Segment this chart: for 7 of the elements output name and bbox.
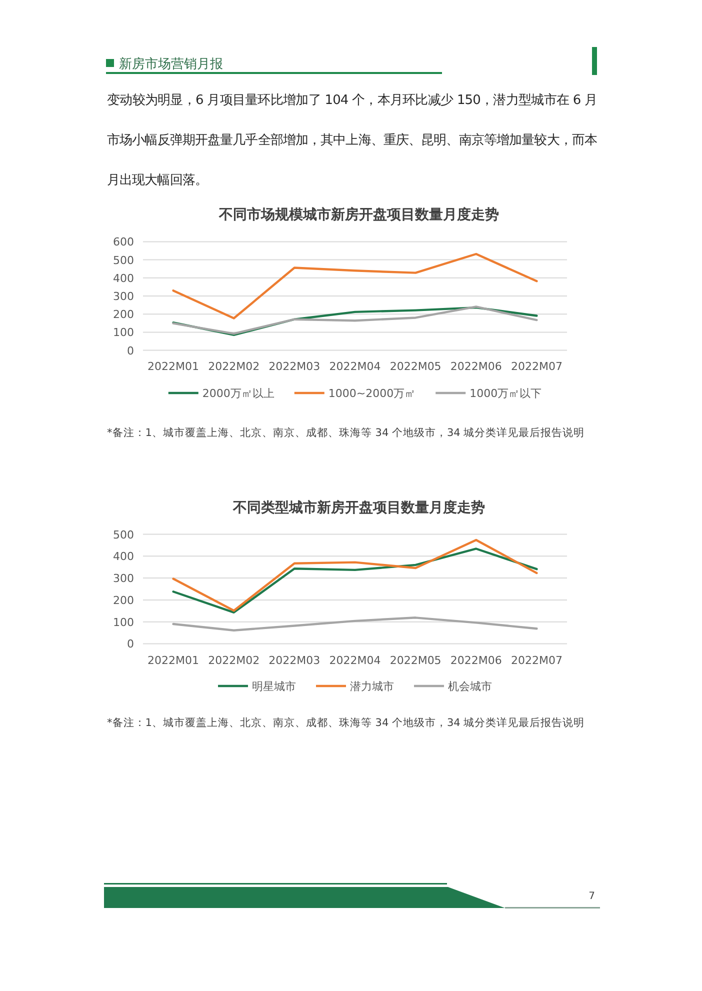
annotation: *备注：1、城市覆盖上海、北京、南京、成都、珠海等 34 个地级市，34 城分类详见最后报告说明 [107, 717, 585, 729]
title: 不同市场规模城市新房开盘项目数量月度走势 [219, 207, 499, 223]
title: 不同类型城市新房开盘项目数量月度走势 [233, 500, 485, 516]
annotation: 7 [588, 891, 595, 902]
annotation: 变动较为明显，6 月项目量环比增加了 104 个，本月环比减少 150，潜力型城市在 6 月市场小幅反弹期开盘量几乎全部增加，其中上海、重庆、昆明、南京等增加量较大，而本月出现大幅回落。 [107, 92, 597, 190]
annotation: *备注：1、城市覆盖上海、北京、南京、成都、珠海等 34 个地级市，34 城分类详见最后报告说明 [107, 427, 585, 439]
annotation: 新房市场营销月报 [119, 57, 223, 72]
